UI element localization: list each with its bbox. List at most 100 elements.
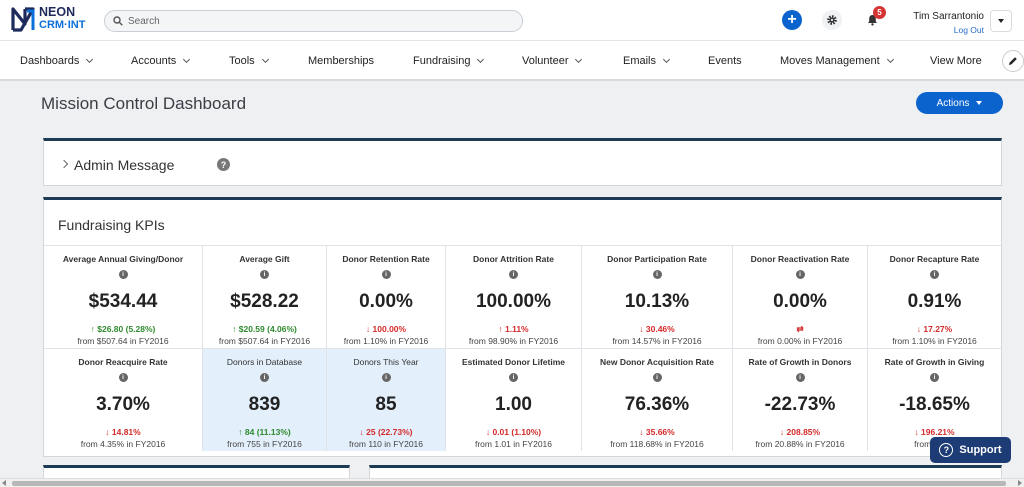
kpi-card: Donor Retention Rate i 0.00% ↓ 100.00% from … (327, 245, 446, 348)
info-icon[interactable]: i (381, 373, 391, 382)
kpi-change: ↑ $20.59 (4.06%) (203, 324, 326, 334)
kpi-change: ↓ 30.46% (582, 324, 732, 334)
kpi-card: Donor Reactivation Rate i 0.00% ⇄ from 0.00… (733, 245, 868, 348)
user-name: Tim Sarrantonio (913, 11, 984, 22)
kpi-change: ↑ 84 (11.13%) (203, 427, 326, 437)
caret-down-icon (976, 101, 983, 105)
kpi-value: 1.00 (495, 394, 532, 415)
info-icon[interactable]: i (381, 270, 391, 279)
kpi-change-value: 35.66% (645, 427, 675, 437)
kpi-change: ↓ 35.66% (582, 427, 732, 437)
nav-item-volunteer[interactable]: Volunteer (522, 55, 583, 67)
kpi-grid: Average Annual Giving/Donor i $534.44 ↑ $26… (44, 245, 1001, 451)
scroll-right-arrow-icon[interactable] (1018, 480, 1022, 486)
kpi-value: -18.65% (899, 394, 970, 415)
kpi-previous-value: from 1.01 in FY2016 (474, 439, 552, 449)
kpi-change: ↓ 0.01 (1.10%) (446, 427, 581, 437)
kpi-card: Donor Participation Rate i 10.13% ↓ 30.46% f… (582, 245, 733, 348)
kpi-change: ↓ 25 (22.73%) (327, 427, 445, 437)
nav-item-label: Fundraising (413, 55, 471, 67)
kpi-change-value: 208.85% (786, 427, 821, 437)
kpi-previous-value: from 20.88% in FY2016 (755, 439, 845, 449)
info-icon[interactable]: i (260, 373, 269, 382)
nav-item-events[interactable]: Events (708, 55, 742, 67)
support-button[interactable]: ? Support (930, 437, 1011, 463)
edit-navigation-button[interactable] (1002, 50, 1024, 72)
kpi-change: ↑ 1.11% (446, 324, 581, 334)
arrow-down-icon: ↓ (916, 324, 924, 334)
info-icon[interactable]: i (795, 373, 805, 382)
top-bar: NEON CRM·INT + 5 Tim Sarrantonio Log Out (0, 0, 1024, 41)
nav-item-tools[interactable]: Tools (229, 55, 269, 67)
nav-item-label: Emails (623, 55, 657, 67)
arrow-down-icon: ↓ (105, 427, 112, 437)
nav-item-fundraising[interactable]: Fundraising (413, 55, 485, 67)
kpi-card: New Donor Acquisition Rate i 76.36% ↓ 35.66… (582, 348, 733, 451)
admin-message-panel[interactable]: Admin Message ? (43, 138, 1002, 186)
nav-item-moves-management[interactable]: Moves Management (780, 55, 894, 67)
nav-item-memberships[interactable]: Memberships (308, 55, 374, 67)
kpi-label: Rate of Growth in Giving (884, 357, 985, 367)
plus-icon: + (787, 11, 797, 28)
nav-item-accounts[interactable]: Accounts (131, 55, 191, 67)
kpi-change-value: 17.27% (923, 324, 953, 334)
arrow-down-icon: ↓ (365, 324, 373, 334)
info-icon[interactable]: i (652, 373, 662, 382)
nav-item-label: Moves Management (780, 55, 880, 67)
kpi-label: Donor Attrition Rate (473, 254, 554, 264)
neon-crm-logo[interactable]: NEON CRM·INT (11, 6, 85, 32)
kpi-change: ↓ 208.85% (733, 427, 867, 437)
info-icon[interactable]: i (930, 270, 939, 279)
info-icon[interactable]: i (930, 373, 939, 382)
info-icon[interactable]: i (509, 373, 518, 382)
nav-item-emails[interactable]: Emails (623, 55, 671, 67)
chevron-down-icon (477, 55, 485, 64)
nav-item-label: Volunteer (522, 55, 569, 67)
logo-text-line1: NEON (39, 5, 76, 19)
search-box[interactable] (104, 10, 523, 32)
kpi-card[interactable]: Donors in Database i 839 ↑ 84 (11.13%) from … (203, 348, 327, 451)
nav-item-dashboards[interactable]: Dashboards (20, 55, 94, 67)
kpi-card: Rate of Growth in Donors i -22.73% ↓ 208.85… (733, 348, 868, 451)
chevron-down-icon (261, 55, 269, 64)
kpi-previous-value: from 4.35% in FY2016 (80, 439, 166, 449)
logout-link[interactable]: Log Out (953, 25, 984, 35)
horizontal-scrollbar[interactable] (0, 478, 1024, 487)
chevron-right-icon[interactable] (59, 159, 69, 169)
kpi-change: ↓ 14.81% (44, 427, 202, 437)
user-menu-dropdown-button[interactable] (990, 10, 1012, 32)
kpi-card: Average Gift i $528.22 ↑ $20.59 (4.06%) from… (203, 245, 327, 348)
user-menu[interactable]: Tim Sarrantonio Log Out (907, 11, 984, 35)
kpi-value: 76.36% (624, 394, 690, 415)
kpi-value: 0.00% (359, 291, 413, 312)
kpi-previous-value: from 110 in FY2016 (348, 439, 424, 449)
kpi-label: Donors This Year (353, 357, 419, 367)
search-input[interactable] (128, 15, 508, 27)
scrollbar-thumb[interactable] (12, 481, 1006, 486)
kpi-card: Donor Reacquire Rate i 3.70% ↓ 14.81% from 4… (44, 348, 203, 451)
arrow-up-icon: ↑ (498, 324, 505, 334)
kpi-previous-value: from 1.10% in FY2016 (343, 336, 429, 346)
kpi-label: Estimated Donor Lifetime (462, 357, 565, 367)
settings-button[interactable] (822, 10, 842, 30)
info-icon[interactable]: i (652, 270, 662, 279)
nav-item-view-more[interactable]: View More (930, 55, 982, 67)
scroll-left-arrow-icon[interactable] (2, 480, 6, 486)
add-new-button[interactable]: + (782, 10, 802, 30)
kpi-change-value: 100.00% (372, 324, 407, 334)
kpi-value: 100.00% (475, 291, 551, 312)
kpi-change: ↓ 100.00% (327, 324, 445, 334)
question-circle-icon: ? (939, 443, 954, 457)
info-icon[interactable]: i (118, 373, 128, 382)
question-circle-icon[interactable]: ? (217, 158, 230, 171)
kpi-value: -22.73% (764, 394, 836, 415)
kpi-card[interactable]: Donors This Year i 85 ↓ 25 (22.73%) from 110… (327, 348, 446, 451)
actions-button[interactable]: Actions (916, 92, 1003, 114)
chevron-down-icon (183, 55, 191, 64)
info-icon[interactable]: i (509, 270, 518, 279)
chevron-down-icon (575, 55, 583, 64)
info-icon[interactable]: i (260, 270, 269, 279)
info-icon[interactable]: i (795, 270, 805, 279)
info-icon[interactable]: i (118, 270, 128, 279)
kpi-change-value: 30.46% (645, 324, 675, 334)
